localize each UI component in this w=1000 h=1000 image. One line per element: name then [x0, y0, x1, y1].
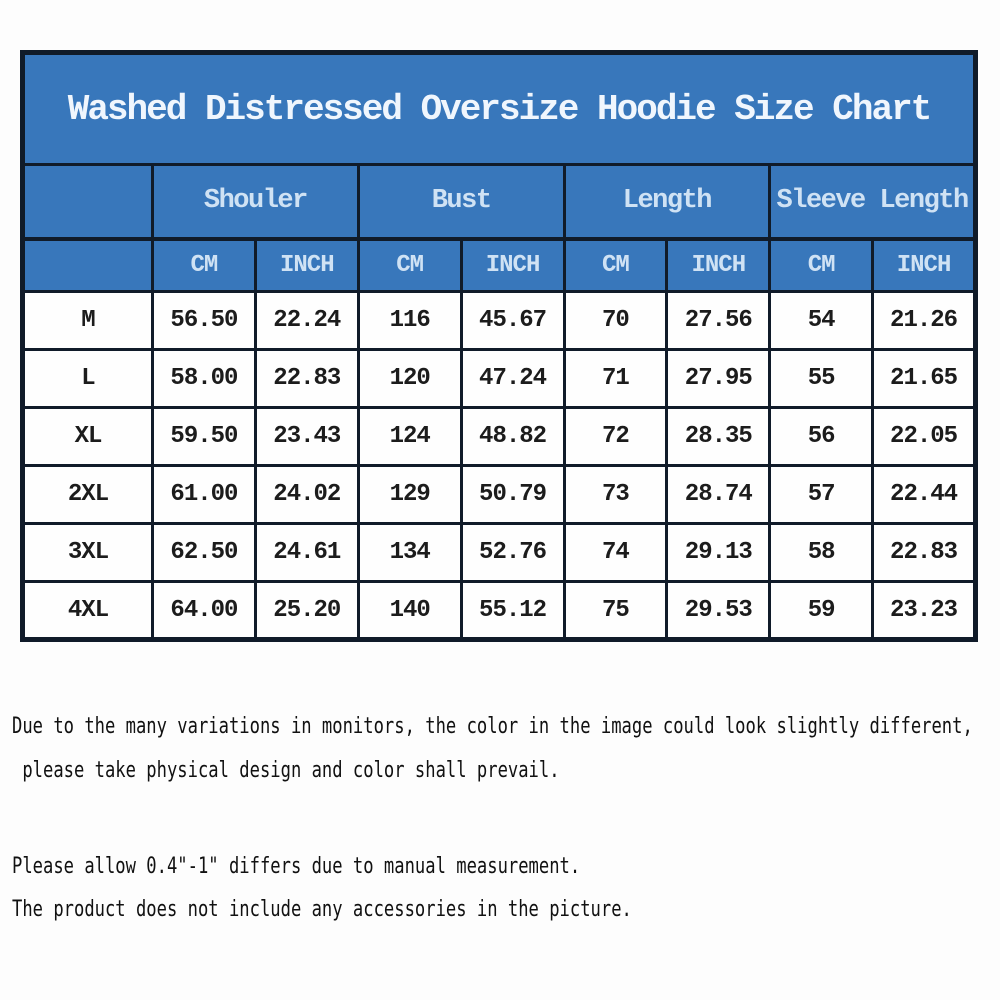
- size-chart-table: Washed Distressed Oversize Hoodie Size C…: [20, 50, 978, 642]
- value-cell: 22.83: [253, 348, 360, 409]
- value-cell: 120: [356, 348, 463, 409]
- size-label: M: [21, 290, 154, 351]
- value-cell: 61.00: [151, 464, 257, 525]
- column-group-length: Length: [562, 163, 772, 240]
- value-cell: 21.26: [871, 290, 977, 351]
- value-cell: 28.35: [665, 406, 772, 467]
- unit-header-length-cm: CM: [562, 236, 669, 293]
- value-cell: 48.82: [459, 406, 566, 467]
- table-row-4xl: 4XL 64.00 25.20 140 55.12 75 29.53 59 23…: [21, 580, 977, 641]
- unit-header-bust-inch: INCH: [459, 236, 566, 293]
- value-cell: 22.05: [871, 406, 977, 467]
- value-cell: 23.43: [253, 406, 360, 467]
- corner-cell: [21, 163, 154, 240]
- chart-title: Washed Distressed Oversize Hoodie Size C…: [67, 88, 933, 130]
- unit-header-shoulder-inch: INCH: [253, 236, 360, 293]
- value-cell: 57: [768, 464, 875, 525]
- value-cell: 124: [356, 406, 463, 467]
- table-row-3xl: 3XL 62.50 24.61 134 52.76 74 29.13 58 22…: [21, 522, 977, 583]
- value-cell: 140: [356, 580, 463, 641]
- value-cell: 64.00: [151, 580, 257, 641]
- value-cell: 25.20: [253, 580, 360, 641]
- size-label: 2XL: [21, 464, 154, 525]
- value-cell: 58: [768, 522, 875, 583]
- column-group-sleeve-length: Sleeve Length: [768, 163, 977, 240]
- value-cell: 116: [356, 290, 463, 351]
- value-cell: 47.24: [459, 348, 566, 409]
- column-group-bust: Bust: [356, 163, 566, 240]
- unit-header-length-inch: INCH: [665, 236, 772, 293]
- value-cell: 52.76: [459, 522, 566, 583]
- value-cell: 50.79: [459, 464, 566, 525]
- value-cell: 74: [562, 522, 669, 583]
- value-cell: 29.13: [665, 522, 772, 583]
- value-cell: 45.67: [459, 290, 566, 351]
- value-cell: 129: [356, 464, 463, 525]
- value-cell: 27.56: [665, 290, 772, 351]
- unit-header-sleeve-cm: CM: [768, 236, 875, 293]
- column-group-shoulder: Shouler: [151, 163, 360, 240]
- table-row-2xl: 2XL 61.00 24.02 129 50.79 73 28.74 57 22…: [21, 464, 977, 525]
- value-cell: 24.61: [253, 522, 360, 583]
- table-row-m: M 56.50 22.24 116 45.67 70 27.56 54 21.2…: [21, 290, 977, 351]
- value-cell: 59.50: [151, 406, 257, 467]
- value-cell: 55: [768, 348, 875, 409]
- size-label: 4XL: [21, 580, 154, 641]
- value-cell: 22.44: [871, 464, 977, 525]
- value-cell: 70: [562, 290, 669, 351]
- size-label: XL: [21, 406, 154, 467]
- column-group-row: Shouler Bust Length Sleeve Length: [21, 163, 977, 240]
- banner-row: Washed Distressed Oversize Hoodie Size C…: [21, 51, 977, 166]
- value-cell: 24.02: [253, 464, 360, 525]
- value-cell: 134: [356, 522, 463, 583]
- value-cell: 56.50: [151, 290, 257, 351]
- value-cell: 72: [562, 406, 669, 467]
- corner-cell: [21, 236, 154, 293]
- value-cell: 23.23: [871, 580, 977, 641]
- chart-title-banner: Washed Distressed Oversize Hoodie Size C…: [21, 51, 977, 166]
- unit-header-sleeve-inch: INCH: [871, 236, 977, 293]
- unit-header-shoulder-cm: CM: [151, 236, 257, 293]
- value-cell: 27.95: [665, 348, 772, 409]
- value-cell: 62.50: [151, 522, 257, 583]
- value-cell: 28.74: [665, 464, 772, 525]
- value-cell: 54: [768, 290, 875, 351]
- note-monitor-disclaimer-line2: please take physical design and color sh…: [12, 758, 560, 783]
- value-cell: 22.83: [871, 522, 977, 583]
- size-label: 3XL: [21, 522, 154, 583]
- value-cell: 59: [768, 580, 875, 641]
- unit-header-row: CM INCH CM INCH CM INCH CM INCH: [21, 236, 977, 293]
- note-measurement-tolerance: Please allow 0.4"-1" differs due to manu…: [12, 854, 581, 879]
- table-row-l: L 58.00 22.83 120 47.24 71 27.95 55 21.6…: [21, 348, 977, 409]
- size-label: L: [21, 348, 154, 409]
- value-cell: 71: [562, 348, 669, 409]
- note-monitor-disclaimer-line1: Due to the many variations in monitors, …: [12, 714, 973, 739]
- note-accessories-disclaimer: The product does not include any accesso…: [12, 897, 632, 922]
- value-cell: 21.65: [871, 348, 977, 409]
- unit-header-bust-cm: CM: [356, 236, 463, 293]
- table-row-xl: XL 59.50 23.43 124 48.82 72 28.35 56 22.…: [21, 406, 977, 467]
- value-cell: 29.53: [665, 580, 772, 641]
- value-cell: 75: [562, 580, 669, 641]
- value-cell: 55.12: [459, 580, 566, 641]
- value-cell: 58.00: [151, 348, 257, 409]
- value-cell: 22.24: [253, 290, 360, 351]
- value-cell: 56: [768, 406, 875, 467]
- value-cell: 73: [562, 464, 669, 525]
